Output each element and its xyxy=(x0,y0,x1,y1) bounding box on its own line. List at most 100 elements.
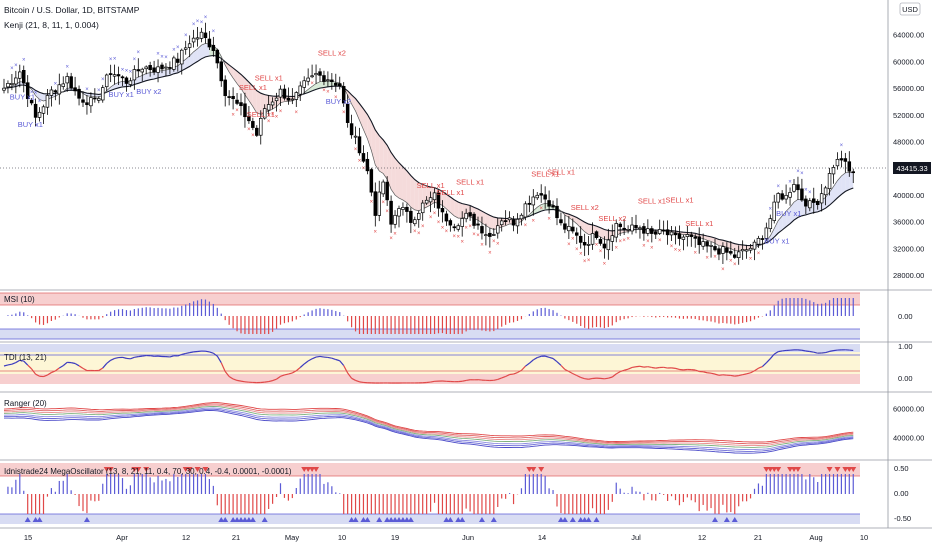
candle-up[interactable] xyxy=(290,98,295,101)
candle-down[interactable] xyxy=(334,82,338,86)
candle-down[interactable] xyxy=(369,169,374,193)
candle-up[interactable] xyxy=(49,89,54,96)
candle-up[interactable] xyxy=(432,192,437,201)
candle-up[interactable] xyxy=(792,184,796,192)
candle-up[interactable] xyxy=(768,218,773,230)
candle-down[interactable] xyxy=(804,198,808,207)
candle-down[interactable] xyxy=(160,64,164,70)
candle-up[interactable] xyxy=(6,83,10,88)
candle-up[interactable] xyxy=(657,229,662,234)
candle-up[interactable] xyxy=(413,219,417,225)
candle-down[interactable] xyxy=(73,87,77,92)
candle-up[interactable] xyxy=(164,66,168,69)
candle-down[interactable] xyxy=(53,90,58,93)
candle-down[interactable] xyxy=(642,226,646,234)
candle-down[interactable] xyxy=(136,69,141,72)
candle-down[interactable] xyxy=(571,226,575,232)
candle-up[interactable] xyxy=(752,241,757,250)
candle-up[interactable] xyxy=(132,69,137,81)
candle-down[interactable] xyxy=(176,58,180,63)
candle-down[interactable] xyxy=(318,71,322,76)
candle-down[interactable] xyxy=(847,161,852,172)
candle-up[interactable] xyxy=(353,135,358,138)
candle-down[interactable] xyxy=(444,213,449,222)
candle-down[interactable] xyxy=(219,61,224,82)
candle-down[interactable] xyxy=(551,205,555,208)
candle-down[interactable] xyxy=(25,82,30,100)
candle-up[interactable] xyxy=(721,246,725,254)
candle-up[interactable] xyxy=(499,220,504,226)
candle-up[interactable] xyxy=(401,207,405,210)
candle-up[interactable] xyxy=(183,47,188,50)
candle-up[interactable] xyxy=(464,212,468,220)
candle-down[interactable] xyxy=(33,103,38,118)
candle-down[interactable] xyxy=(239,102,243,107)
candle-up[interactable] xyxy=(744,249,749,252)
candle-down[interactable] xyxy=(547,200,551,207)
candle-down[interactable] xyxy=(760,238,765,240)
candle-up[interactable] xyxy=(626,228,630,231)
candle-up[interactable] xyxy=(535,194,539,199)
candle-up[interactable] xyxy=(748,247,753,251)
candle-up[interactable] xyxy=(784,194,788,200)
candle-down[interactable] xyxy=(476,223,480,226)
candle-down[interactable] xyxy=(843,158,848,162)
candle-down[interactable] xyxy=(527,202,532,205)
candle-up[interactable] xyxy=(259,117,263,136)
candle-up[interactable] xyxy=(314,73,318,76)
candle-down[interactable] xyxy=(503,220,508,222)
candle-up[interactable] xyxy=(823,187,828,196)
candle-down[interactable] xyxy=(705,241,709,247)
candle-up[interactable] xyxy=(764,227,769,239)
candle-up[interactable] xyxy=(191,37,196,43)
candle-down[interactable] xyxy=(235,99,239,104)
candle-down[interactable] xyxy=(650,228,654,234)
candle-down[interactable] xyxy=(653,231,658,235)
candle-down[interactable] xyxy=(780,193,784,200)
candle-down[interactable] xyxy=(338,83,342,87)
candle-down[interactable] xyxy=(563,223,567,230)
candle-down[interactable] xyxy=(282,88,287,99)
candle-down[interactable] xyxy=(203,32,208,39)
candle-down[interactable] xyxy=(452,226,457,229)
candle-down[interactable] xyxy=(851,171,855,174)
candle-down[interactable] xyxy=(729,251,733,254)
candle-down[interactable] xyxy=(349,123,354,136)
candle-down[interactable] xyxy=(725,247,729,253)
candle-down[interactable] xyxy=(120,76,125,79)
candle-up[interactable] xyxy=(144,66,148,70)
candle-up[interactable] xyxy=(112,74,117,77)
candle-up[interactable] xyxy=(835,158,840,167)
candle-up[interactable] xyxy=(456,225,461,230)
candle-up[interactable] xyxy=(614,223,618,238)
candle-down[interactable] xyxy=(124,77,129,84)
candle-down[interactable] xyxy=(243,103,247,118)
candle-up[interactable] xyxy=(278,88,283,98)
candle-down[interactable] xyxy=(231,96,235,100)
candle-down[interactable] xyxy=(85,102,89,106)
candle-down[interactable] xyxy=(665,229,670,236)
candle-up[interactable] xyxy=(740,248,745,252)
candle-down[interactable] xyxy=(215,49,220,64)
candle-down[interactable] xyxy=(223,79,227,97)
candle-down[interactable] xyxy=(693,236,697,239)
candle-down[interactable] xyxy=(468,212,472,217)
candle-up[interactable] xyxy=(14,77,18,85)
candle-up[interactable] xyxy=(128,80,133,85)
candle-down[interactable] xyxy=(673,232,678,236)
candle-down[interactable] xyxy=(800,188,804,201)
candle-up[interactable] xyxy=(701,241,705,247)
candle-up[interactable] xyxy=(424,199,429,204)
candle-down[interactable] xyxy=(361,153,366,162)
candle-down[interactable] xyxy=(618,223,622,228)
candle-down[interactable] xyxy=(357,136,362,154)
candle-up[interactable] xyxy=(262,108,267,119)
candle-down[interactable] xyxy=(488,232,492,237)
candle-up[interactable] xyxy=(646,228,650,234)
candle-down[interactable] xyxy=(602,243,607,249)
candle-up[interactable] xyxy=(420,202,425,214)
candle-up[interactable] xyxy=(428,197,433,203)
candle-up[interactable] xyxy=(187,43,192,48)
candle-down[interactable] xyxy=(108,73,113,75)
